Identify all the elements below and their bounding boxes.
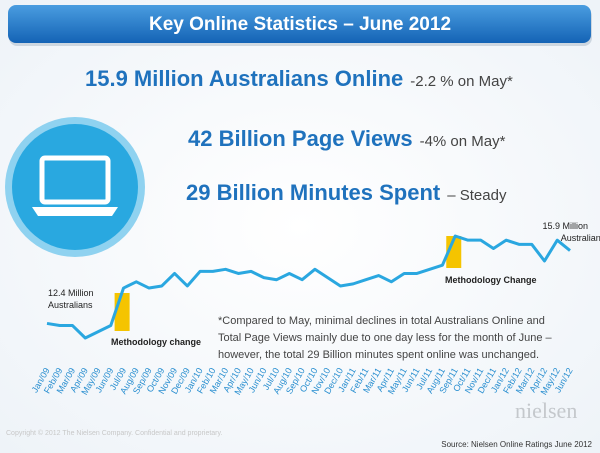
footnote: however, the total 29 Billion minutes sp… xyxy=(218,349,539,361)
methodology-marker xyxy=(446,236,462,268)
stat-headline: 42 Billion Page Views xyxy=(188,126,413,151)
annotation: Methodology Change xyxy=(445,275,537,285)
stat-headline: 15.9 Million Australians Online xyxy=(85,66,403,91)
stat: 42 Billion Page Views -4% on May* xyxy=(188,126,506,151)
laptop-icon xyxy=(5,117,145,257)
source: Source: Nielsen Online Ratings June 2012 xyxy=(441,440,592,449)
annotation: Australians xyxy=(48,300,93,310)
icon-circle xyxy=(12,124,138,250)
annotation: 12.4 Million xyxy=(48,288,94,298)
footnote: Total Page Views mainly due to one day l… xyxy=(218,332,553,344)
copyright: Copyright © 2012 The Nielsen Company. Co… xyxy=(6,429,222,437)
stat-change: – Steady xyxy=(447,187,507,204)
annotation: 15.9 Million xyxy=(542,221,588,231)
annotation: Methodology change xyxy=(111,337,201,347)
stat: 29 Billion Minutes Spent – Steady xyxy=(186,180,507,205)
annotation: Australians xyxy=(561,233,600,243)
title-bar xyxy=(8,5,591,43)
line xyxy=(46,234,571,340)
stat-headline: 29 Billion Minutes Spent xyxy=(186,180,441,205)
brand-watermark: nielsen xyxy=(515,398,577,423)
stat-change: -4% on May* xyxy=(420,133,506,150)
stat-change: -2.2 % on May* xyxy=(410,73,513,90)
laptop-base xyxy=(32,207,118,216)
stat: 15.9 Million Australians Online -2.2 % on… xyxy=(85,66,513,91)
title: Key Online Statistics – June 2012 xyxy=(149,14,451,35)
footnote: *Compared to May, minimal declines in to… xyxy=(218,315,545,327)
laptop-screen xyxy=(39,155,111,205)
